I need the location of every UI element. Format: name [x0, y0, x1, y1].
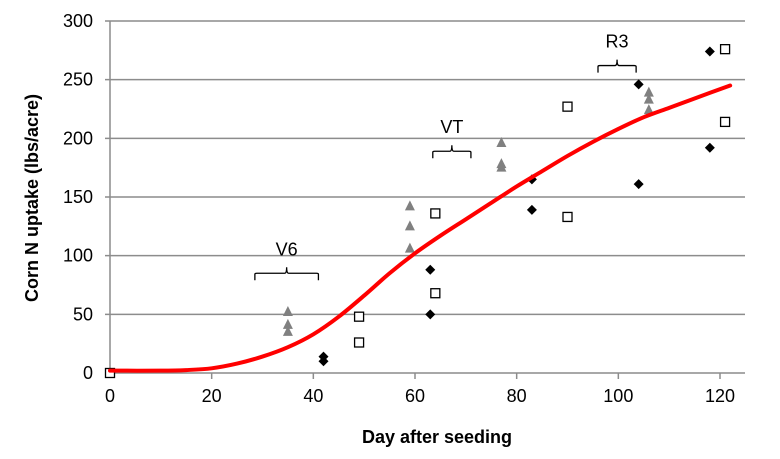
y-tick-label: 50: [73, 304, 93, 324]
y-tick-label: 150: [63, 187, 93, 207]
triangle-marker: [282, 318, 293, 329]
x-tick-label: 0: [105, 386, 115, 406]
square-marker: [353, 311, 365, 322]
stage-label-v6: V6: [276, 239, 298, 259]
square-marker: [104, 367, 116, 379]
square-marker: [719, 116, 731, 128]
triangle-marker: [496, 161, 507, 172]
square-marker: [562, 101, 573, 112]
x-tick-label: 40: [303, 386, 323, 406]
gridlines: [105, 20, 745, 316]
square-marker: [430, 288, 441, 299]
triangle-marker: [282, 305, 293, 316]
y-tick-label: 100: [63, 246, 93, 266]
square-marker: [353, 337, 365, 348]
stage-label-vt: VT: [440, 117, 463, 137]
square-marker: [430, 208, 441, 219]
x-tick-label: 60: [405, 386, 425, 406]
diamond-marker: [704, 142, 715, 153]
y-tick-label: 300: [63, 11, 93, 31]
triangle-marker: [404, 200, 415, 211]
x-tick-label: 120: [705, 386, 735, 406]
stage-label-r3: R3: [606, 32, 629, 52]
stage-annotations: V6 VT R3: [254, 32, 637, 281]
x-tick-label: 20: [202, 386, 222, 406]
bracket-vt: [432, 145, 472, 159]
triangle-marker: [643, 104, 654, 115]
triangle-marker: [643, 93, 654, 104]
diamond-marker: [633, 179, 644, 190]
triangle-marker: [282, 325, 293, 336]
square-marker: [719, 44, 731, 55]
y-tick-label: 250: [63, 70, 93, 90]
triangle-marker: [404, 220, 415, 231]
bracket-r3: [597, 59, 637, 73]
data-markers: [104, 44, 731, 379]
fitted-curve: [108, 83, 733, 373]
square-marker: [562, 211, 573, 223]
diamond-marker: [526, 204, 537, 215]
y-tick-label: 0: [83, 363, 93, 383]
triangle-marker: [496, 137, 507, 148]
x-tick-label: 80: [507, 386, 527, 406]
diamond-marker: [633, 79, 644, 90]
x-axis-title: Day after seeding: [362, 427, 512, 447]
diamond-marker: [425, 309, 436, 320]
diamond-marker: [318, 356, 329, 367]
x-tick-label: 100: [603, 386, 633, 406]
triangle-marker: [404, 242, 415, 253]
diamond-marker: [704, 46, 715, 57]
bracket-v6: [254, 267, 320, 281]
y-tick-label: 200: [63, 128, 93, 148]
triangle-marker: [643, 86, 654, 97]
ticks: 0 50 100 150 200 250 300 0 20 40 60 80 100 120: [63, 11, 735, 406]
diamond-marker: [425, 264, 436, 275]
y-axis-title: Corn N uptake (lbs/acre): [22, 94, 42, 302]
